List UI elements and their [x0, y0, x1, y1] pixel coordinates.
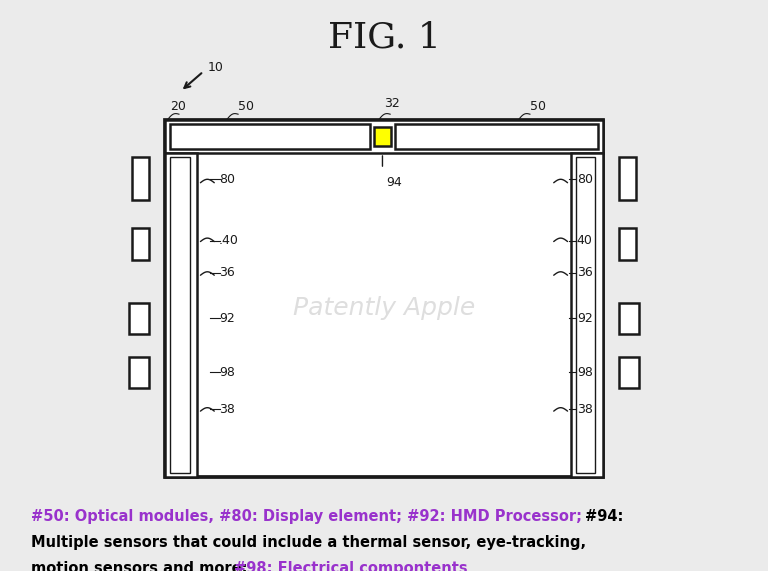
- Text: 10: 10: [207, 61, 223, 74]
- Text: #50: Optical modules, #80: Display element; #92: HMD Processor;: #50: Optical modules, #80: Display eleme…: [31, 509, 587, 524]
- Text: 32: 32: [384, 96, 400, 110]
- Text: 20: 20: [170, 100, 186, 113]
- Bar: [132, 157, 149, 200]
- Text: 36: 36: [219, 267, 235, 279]
- Text: 40: 40: [577, 235, 593, 247]
- Bar: [576, 157, 595, 473]
- Bar: [129, 303, 149, 334]
- Text: 36: 36: [577, 267, 593, 279]
- Bar: [132, 228, 149, 260]
- Bar: [619, 303, 639, 334]
- Text: 50: 50: [238, 100, 254, 113]
- Bar: [619, 357, 639, 388]
- Text: #94:: #94:: [585, 509, 624, 524]
- Text: 92: 92: [219, 312, 235, 324]
- Text: #98: Electrical compontents: #98: Electrical compontents: [234, 561, 468, 571]
- Text: 80: 80: [219, 173, 235, 186]
- Text: motion sensors and more;: motion sensors and more;: [31, 561, 253, 571]
- Bar: [571, 153, 603, 477]
- Bar: [165, 120, 603, 153]
- Bar: [165, 120, 603, 477]
- Bar: [395, 124, 598, 149]
- Text: 80: 80: [577, 173, 593, 186]
- Text: 94: 94: [386, 176, 402, 189]
- Bar: [619, 228, 636, 260]
- Bar: [129, 357, 149, 388]
- Text: FIG. 1: FIG. 1: [328, 20, 440, 54]
- Bar: [170, 124, 370, 149]
- Text: 98: 98: [577, 366, 593, 379]
- Text: 98: 98: [219, 366, 235, 379]
- Bar: [619, 157, 636, 200]
- Text: 38: 38: [219, 403, 235, 416]
- Text: .40: .40: [219, 235, 239, 247]
- Text: 92: 92: [577, 312, 593, 324]
- Text: 38: 38: [577, 403, 593, 416]
- Text: Multiple sensors that could include a thermal sensor, eye-tracking,: Multiple sensors that could include a th…: [31, 535, 586, 550]
- Text: Patently Apple: Patently Apple: [293, 296, 475, 320]
- Bar: [165, 153, 197, 477]
- Bar: [374, 127, 391, 146]
- Bar: [170, 157, 190, 473]
- Text: 50: 50: [530, 100, 546, 113]
